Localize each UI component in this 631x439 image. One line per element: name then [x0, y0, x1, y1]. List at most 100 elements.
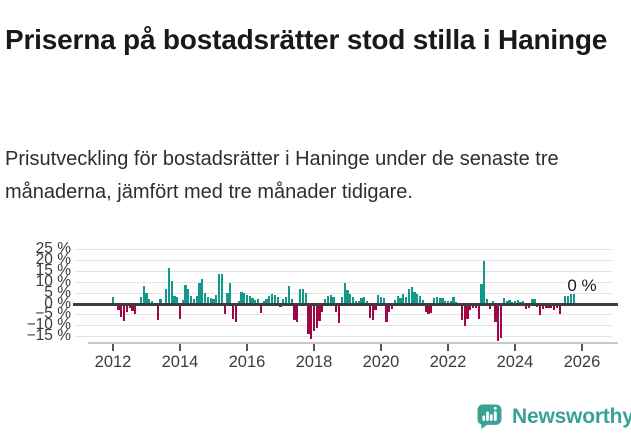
- x-axis-line: [88, 342, 618, 344]
- gridline: [75, 260, 612, 262]
- x-tick-label: 2026: [563, 353, 601, 371]
- data-bar: [572, 293, 575, 304]
- data-bar: [254, 300, 257, 304]
- data-bar: [148, 299, 151, 304]
- data-bar: [407, 289, 410, 304]
- data-bar: [123, 303, 126, 321]
- y-tick-label: −10 %: [26, 316, 71, 334]
- data-bar: [463, 303, 466, 327]
- data-bar: [477, 303, 480, 319]
- data-bar: [318, 303, 321, 321]
- data-bar: [120, 303, 123, 317]
- data-bar: [555, 303, 558, 308]
- data-bar: [446, 301, 450, 304]
- y-tick-label: 5 %: [44, 283, 71, 301]
- data-bar: [310, 303, 313, 340]
- data-bar: [271, 293, 274, 304]
- data-bar: [393, 300, 397, 304]
- data-bar: [405, 296, 408, 304]
- data-bar: [190, 295, 193, 304]
- data-bar: [150, 301, 154, 304]
- data-bar: [215, 294, 218, 304]
- data-bar: [212, 299, 215, 304]
- data-bar: [552, 303, 556, 310]
- data-bar: [131, 303, 134, 312]
- data-bar: [547, 303, 550, 308]
- data-bar: [209, 298, 212, 304]
- data-bar: [569, 293, 572, 304]
- latest-value-annotation: 0 %: [567, 276, 597, 295]
- x-tick: [580, 343, 583, 351]
- data-bar: [257, 299, 260, 304]
- data-bar: [441, 298, 444, 304]
- chart-subtitle: Prisutveckling för bostadsrätter i Hanin…: [5, 148, 559, 203]
- data-bar: [357, 301, 360, 304]
- speech-bubble-bar-chart-icon: [477, 404, 502, 429]
- data-bar: [505, 301, 508, 304]
- data-bar: [134, 303, 137, 315]
- data-bar: [324, 299, 327, 304]
- data-bar: [435, 296, 438, 304]
- data-bar: [284, 296, 288, 304]
- data-bar: [220, 274, 223, 304]
- data-bar: [273, 294, 276, 304]
- data-bar: [368, 303, 371, 318]
- data-bar: [418, 295, 422, 304]
- data-bar: [444, 301, 447, 304]
- gridline: [75, 314, 612, 316]
- data-bar: [204, 292, 207, 304]
- data-bar: [304, 292, 307, 304]
- data-bar: [502, 298, 505, 304]
- data-bar: [170, 280, 173, 304]
- data-bar: [513, 301, 517, 304]
- x-tick-label: 2018: [295, 353, 333, 371]
- data-bar: [466, 303, 469, 319]
- data-bar: [176, 296, 179, 304]
- data-bar: [195, 295, 198, 304]
- data-bar: [508, 300, 511, 304]
- gridline: [75, 325, 612, 327]
- data-bar: [128, 303, 131, 308]
- data-bar: [243, 292, 246, 304]
- data-bar: [354, 301, 357, 304]
- data-bar: [156, 303, 159, 320]
- data-bar: [251, 298, 254, 304]
- data-bar: [530, 299, 533, 304]
- data-bar: [541, 303, 544, 309]
- data-bar: [229, 282, 232, 304]
- data-bar: [245, 294, 249, 304]
- data-bar: [416, 293, 419, 304]
- data-bar: [329, 294, 332, 304]
- y-tick-label: −5 %: [35, 305, 71, 323]
- data-bar: [388, 303, 391, 313]
- zero-baseline: [73, 302, 618, 306]
- data-bar: [265, 299, 268, 304]
- data-bar: [287, 286, 290, 304]
- data-bar: [192, 299, 196, 304]
- data-bar: [544, 303, 547, 308]
- y-tick-label: 15 %: [35, 261, 71, 279]
- gridline: [75, 336, 612, 338]
- data-bar: [550, 303, 553, 308]
- newsworthy-logo[interactable]: Newsworthy: [477, 404, 631, 429]
- data-bar: [491, 301, 494, 304]
- data-bar: [424, 303, 427, 313]
- data-bar: [349, 293, 352, 304]
- data-bar: [293, 303, 296, 320]
- x-tick: [312, 343, 315, 351]
- x-tick: [379, 343, 382, 351]
- data-bar: [276, 296, 279, 304]
- x-tick: [245, 343, 248, 351]
- data-bar: [360, 298, 363, 304]
- data-bar: [259, 303, 263, 314]
- data-bar: [449, 301, 452, 304]
- gridline: [75, 281, 612, 283]
- x-tick-label: 2022: [429, 353, 467, 371]
- data-bar: [410, 287, 413, 304]
- data-bar: [201, 278, 204, 304]
- data-bar: [399, 298, 402, 304]
- data-bar: [363, 296, 366, 304]
- data-bar: [558, 303, 561, 315]
- data-bar: [139, 296, 142, 304]
